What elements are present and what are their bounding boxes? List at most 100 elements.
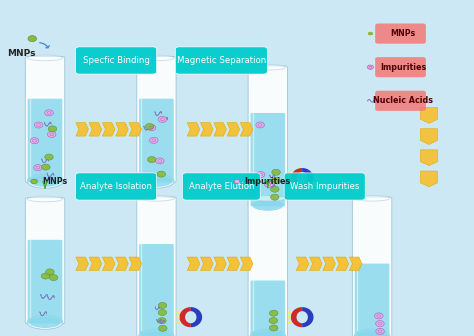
- Polygon shape: [180, 307, 191, 327]
- Ellipse shape: [176, 316, 180, 319]
- Polygon shape: [302, 307, 313, 327]
- Polygon shape: [240, 123, 253, 136]
- Polygon shape: [187, 123, 200, 136]
- Ellipse shape: [28, 36, 36, 42]
- Text: MNPs: MNPs: [7, 49, 36, 58]
- Ellipse shape: [288, 311, 291, 313]
- Ellipse shape: [31, 179, 37, 184]
- Polygon shape: [420, 171, 438, 187]
- FancyBboxPatch shape: [139, 244, 174, 336]
- Ellipse shape: [264, 181, 273, 187]
- Polygon shape: [291, 168, 302, 188]
- Ellipse shape: [141, 176, 173, 187]
- Ellipse shape: [34, 122, 43, 128]
- Ellipse shape: [367, 65, 374, 70]
- Polygon shape: [129, 257, 142, 270]
- Ellipse shape: [41, 273, 50, 279]
- FancyBboxPatch shape: [248, 197, 287, 336]
- Ellipse shape: [269, 318, 278, 324]
- Ellipse shape: [157, 171, 165, 177]
- Text: Impurities: Impurities: [244, 177, 291, 186]
- Ellipse shape: [176, 311, 180, 313]
- Polygon shape: [420, 129, 438, 144]
- Ellipse shape: [367, 31, 374, 36]
- Ellipse shape: [27, 174, 63, 188]
- Ellipse shape: [355, 196, 390, 201]
- Polygon shape: [240, 257, 253, 270]
- Ellipse shape: [42, 164, 50, 170]
- Polygon shape: [420, 150, 438, 166]
- Ellipse shape: [252, 331, 283, 336]
- FancyBboxPatch shape: [355, 263, 390, 336]
- Ellipse shape: [272, 177, 280, 183]
- Ellipse shape: [48, 126, 57, 132]
- Ellipse shape: [250, 198, 285, 212]
- Ellipse shape: [45, 154, 53, 160]
- Ellipse shape: [252, 200, 283, 211]
- Ellipse shape: [250, 329, 285, 336]
- FancyBboxPatch shape: [375, 91, 426, 111]
- Ellipse shape: [45, 110, 53, 116]
- Ellipse shape: [250, 196, 285, 201]
- Ellipse shape: [269, 325, 278, 331]
- Polygon shape: [214, 257, 227, 270]
- Ellipse shape: [356, 331, 388, 336]
- Polygon shape: [201, 123, 213, 136]
- Polygon shape: [420, 108, 438, 123]
- FancyBboxPatch shape: [139, 99, 174, 182]
- Polygon shape: [116, 257, 128, 270]
- Text: Analyte Elution: Analyte Elution: [189, 182, 254, 191]
- Ellipse shape: [147, 157, 156, 163]
- FancyBboxPatch shape: [75, 173, 156, 200]
- Text: Specfic Binding: Specfic Binding: [82, 56, 150, 65]
- Ellipse shape: [158, 325, 167, 331]
- Text: Impurities: Impurities: [380, 63, 426, 72]
- Polygon shape: [336, 257, 349, 270]
- Ellipse shape: [375, 321, 384, 327]
- Ellipse shape: [158, 302, 167, 308]
- Polygon shape: [102, 123, 115, 136]
- FancyBboxPatch shape: [137, 197, 176, 336]
- Polygon shape: [129, 123, 142, 136]
- Ellipse shape: [141, 331, 173, 336]
- FancyBboxPatch shape: [28, 240, 63, 324]
- Ellipse shape: [288, 177, 291, 179]
- Ellipse shape: [288, 316, 291, 319]
- FancyBboxPatch shape: [353, 197, 392, 336]
- FancyBboxPatch shape: [26, 56, 64, 183]
- Polygon shape: [214, 123, 227, 136]
- Polygon shape: [191, 307, 202, 327]
- Ellipse shape: [272, 169, 280, 175]
- Ellipse shape: [374, 313, 383, 319]
- Ellipse shape: [138, 55, 174, 61]
- Polygon shape: [89, 123, 102, 136]
- Polygon shape: [76, 257, 89, 270]
- Ellipse shape: [250, 65, 285, 70]
- Ellipse shape: [29, 176, 61, 187]
- FancyBboxPatch shape: [75, 47, 156, 74]
- FancyBboxPatch shape: [175, 47, 267, 74]
- Ellipse shape: [256, 122, 264, 128]
- Text: Nucleic Acids: Nucleic Acids: [373, 96, 433, 105]
- Polygon shape: [227, 123, 240, 136]
- FancyBboxPatch shape: [375, 24, 426, 44]
- Text: MNPs: MNPs: [390, 29, 416, 38]
- Ellipse shape: [234, 179, 240, 183]
- Polygon shape: [187, 257, 200, 270]
- Ellipse shape: [288, 182, 291, 184]
- Polygon shape: [349, 257, 362, 270]
- FancyBboxPatch shape: [250, 113, 285, 206]
- FancyBboxPatch shape: [26, 198, 64, 324]
- Ellipse shape: [150, 137, 158, 143]
- FancyBboxPatch shape: [284, 173, 365, 200]
- Text: Magnetic Separation: Magnetic Separation: [177, 56, 266, 65]
- Ellipse shape: [27, 316, 63, 329]
- Ellipse shape: [30, 138, 39, 144]
- FancyBboxPatch shape: [28, 99, 63, 182]
- Text: Wash Impurities: Wash Impurities: [290, 182, 359, 191]
- Polygon shape: [296, 257, 309, 270]
- Ellipse shape: [27, 196, 63, 202]
- Ellipse shape: [138, 329, 174, 336]
- Polygon shape: [227, 257, 240, 270]
- Polygon shape: [89, 257, 102, 270]
